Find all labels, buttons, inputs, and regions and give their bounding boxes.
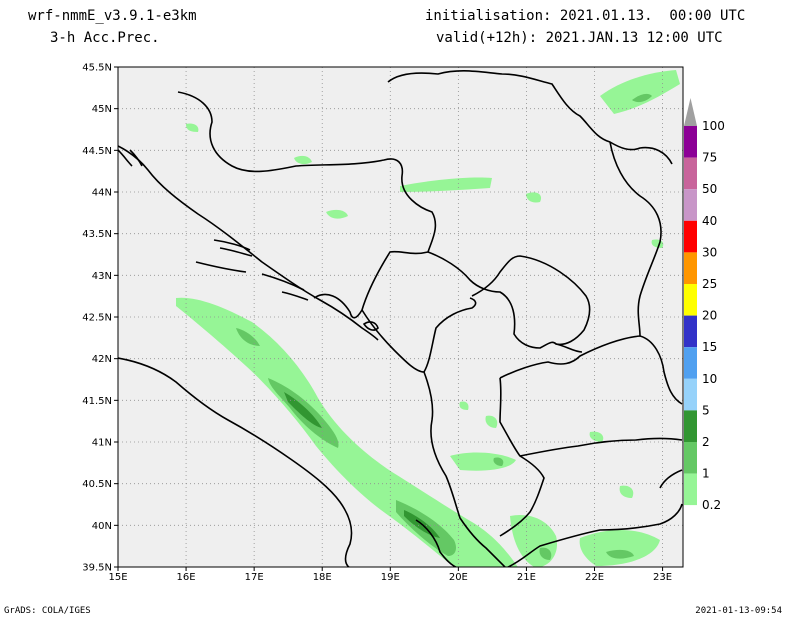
bulgaria-border xyxy=(609,141,662,337)
precip-cell xyxy=(294,155,312,165)
colorbar-label: 20 xyxy=(702,309,717,323)
lat-tick-label: 44N xyxy=(92,188,112,199)
lat-tick-label: 44.5N xyxy=(82,146,112,157)
colorbar-segment xyxy=(684,252,697,284)
precipitation-areas xyxy=(176,70,680,567)
precip-cell xyxy=(600,70,680,114)
colorbar-segment xyxy=(684,284,697,316)
colorbar-segment xyxy=(684,189,697,221)
serbia-hungary-border xyxy=(387,70,673,165)
precip-cell xyxy=(485,415,498,428)
italy-heel xyxy=(415,519,458,567)
precip-cell xyxy=(526,192,542,203)
precip-colorbar xyxy=(684,98,697,562)
precip-cell xyxy=(579,529,660,566)
colorbar-label: 10 xyxy=(702,372,717,386)
precip-cell xyxy=(450,452,516,471)
lon-tick-label: 21E xyxy=(517,572,536,583)
lat-tick-label: 41.5N xyxy=(82,396,112,407)
albania-east-border xyxy=(499,377,545,537)
colorbar-label: 30 xyxy=(702,245,717,259)
precip-cell xyxy=(606,549,634,559)
latitude-labels: 45.5N 45N 44.5N 44N 43.5N 43N 42.5N 42N 41.5N 41N… xyxy=(82,63,112,574)
colorbar-label: 1 xyxy=(702,467,710,481)
lat-tick-label: 40.5N xyxy=(82,479,112,490)
coastlines-and-borders xyxy=(118,70,683,567)
albania-border xyxy=(423,371,507,567)
precip-cell xyxy=(632,93,652,103)
colorbar-label: 100 xyxy=(702,119,725,133)
colorbar-label: 75 xyxy=(702,151,717,165)
precip-cell xyxy=(186,123,199,132)
precip-cell xyxy=(459,401,469,410)
colorbar-label: 2 xyxy=(702,435,710,449)
colorbar-segment xyxy=(684,442,697,474)
model-title: wrf-nmmE_v3.9.1-e3km xyxy=(28,8,197,24)
plot-timestamp: 2021-01-13-09:54 xyxy=(695,606,782,616)
colorbar-label: 0.2 xyxy=(702,498,721,512)
colorbar-top-arrow xyxy=(684,98,697,126)
precip-cell xyxy=(589,431,604,442)
colorbar-segment xyxy=(684,157,697,190)
italy-coast xyxy=(118,357,353,567)
field-title: 3-h Acc.Prec. xyxy=(50,30,160,46)
colorbar-label: 5 xyxy=(702,403,710,417)
lat-tick-label: 43N xyxy=(92,271,112,282)
lat-tick-label: 43.5N xyxy=(82,229,112,240)
precip-band-heavy xyxy=(284,392,440,538)
lat-tick-label: 41N xyxy=(92,438,112,449)
lat-tick-label: 45.5N xyxy=(82,63,112,74)
lat-tick-label: 42N xyxy=(92,354,112,365)
colorbar-segment xyxy=(684,473,697,506)
adriatic-islands xyxy=(129,149,309,301)
longitude-labels: 15E 16E 17E 18E 19E 20E 21E 22E 23E xyxy=(108,572,672,583)
colorbar-segment xyxy=(684,410,697,442)
colorbar-segment xyxy=(684,220,697,253)
lon-tick-label: 16E xyxy=(177,572,196,583)
precip-cell xyxy=(326,209,348,219)
initialisation-time: initialisation: 2021.01.13. 00:00 UTC xyxy=(425,8,746,24)
colorbar-segment xyxy=(684,126,697,158)
grads-credit: GrADS: COLA/IGES xyxy=(4,606,91,616)
croatia-coastline xyxy=(118,145,379,341)
colorbar-label: 15 xyxy=(702,340,717,354)
colorbar-segment xyxy=(684,347,697,379)
lat-tick-label: 40N xyxy=(92,521,112,532)
kotor-bay xyxy=(362,321,379,331)
colorbar-label: 50 xyxy=(702,182,717,196)
colorbar-segment xyxy=(684,378,697,411)
lat-tick-label: 45N xyxy=(92,104,112,115)
colorbar-segment xyxy=(684,505,697,562)
precip-cell xyxy=(539,547,552,560)
precip-cell xyxy=(619,485,634,498)
lon-tick-label: 23E xyxy=(653,572,672,583)
colorbar-label: 40 xyxy=(702,214,717,228)
macedonia-border xyxy=(499,335,683,457)
axis-ticks xyxy=(114,66,664,571)
valid-time: valid(+12h): 2021.JAN.13 12:00 UTC xyxy=(436,30,723,46)
precip-cell xyxy=(400,177,492,192)
colorbar-label: 25 xyxy=(702,277,717,291)
precip-band-light xyxy=(176,297,518,567)
colorbar-segment xyxy=(684,315,697,348)
lon-tick-label: 17E xyxy=(245,572,264,583)
lat-tick-label: 42.5N xyxy=(82,313,112,324)
istria-coast xyxy=(118,149,133,167)
kosovo-border xyxy=(471,255,591,346)
greece-coast xyxy=(506,469,683,567)
lat-tick-label: 39.5N xyxy=(82,563,112,574)
precip-cell xyxy=(493,457,504,466)
lon-tick-label: 20E xyxy=(449,572,468,583)
lon-tick-label: 19E xyxy=(381,572,400,583)
montenegro-border xyxy=(361,297,477,373)
lon-tick-label: 18E xyxy=(313,572,332,583)
lon-tick-label: 15E xyxy=(108,572,127,583)
colorbar-labels: 100 75 50 40 30 25 20 15 10 5 2 1 0.2 xyxy=(702,119,725,512)
lon-tick-label: 22E xyxy=(585,572,604,583)
